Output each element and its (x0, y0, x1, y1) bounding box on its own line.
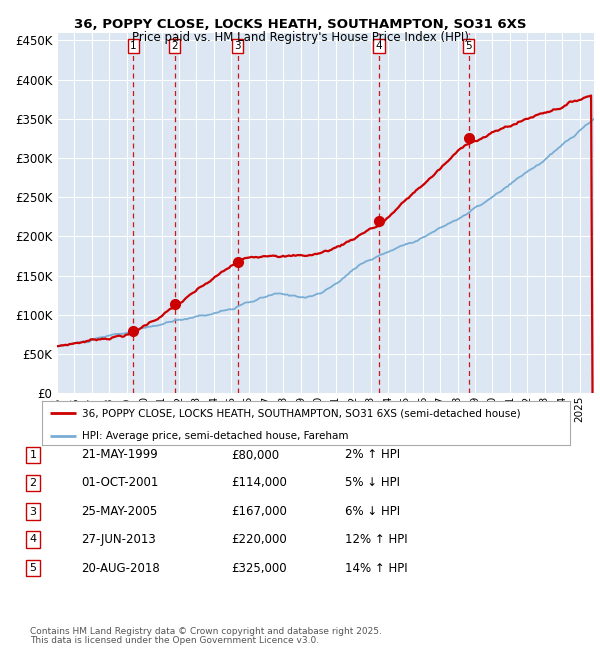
Text: 36, POPPY CLOSE, LOCKS HEATH, SOUTHAMPTON, SO31 6XS: 36, POPPY CLOSE, LOCKS HEATH, SOUTHAMPTO… (74, 18, 526, 31)
Text: 5% ↓ HPI: 5% ↓ HPI (345, 476, 400, 489)
Text: £325,000: £325,000 (231, 562, 287, 575)
Text: 2: 2 (29, 478, 37, 488)
Text: 3: 3 (29, 506, 37, 517)
Text: HPI: Average price, semi-detached house, Fareham: HPI: Average price, semi-detached house,… (82, 431, 348, 441)
Text: 4: 4 (29, 534, 37, 545)
Text: 6% ↓ HPI: 6% ↓ HPI (345, 505, 400, 518)
Text: 5: 5 (466, 41, 472, 51)
Text: 5: 5 (29, 563, 37, 573)
Text: 3: 3 (235, 41, 241, 51)
Text: 2: 2 (171, 41, 178, 51)
Text: This data is licensed under the Open Government Licence v3.0.: This data is licensed under the Open Gov… (30, 636, 319, 645)
Text: 21-MAY-1999: 21-MAY-1999 (81, 448, 158, 461)
Text: 4: 4 (376, 41, 382, 51)
Text: 36, POPPY CLOSE, LOCKS HEATH, SOUTHAMPTON, SO31 6XS (semi-detached house): 36, POPPY CLOSE, LOCKS HEATH, SOUTHAMPTO… (82, 409, 520, 419)
Text: Contains HM Land Registry data © Crown copyright and database right 2025.: Contains HM Land Registry data © Crown c… (30, 627, 382, 636)
Text: £220,000: £220,000 (231, 533, 287, 546)
Text: £114,000: £114,000 (231, 476, 287, 489)
Text: 14% ↑ HPI: 14% ↑ HPI (345, 562, 407, 575)
Text: 2% ↑ HPI: 2% ↑ HPI (345, 448, 400, 461)
Text: 27-JUN-2013: 27-JUN-2013 (81, 533, 156, 546)
Text: 20-AUG-2018: 20-AUG-2018 (81, 562, 160, 575)
Text: 12% ↑ HPI: 12% ↑ HPI (345, 533, 407, 546)
Text: 01-OCT-2001: 01-OCT-2001 (81, 476, 158, 489)
Text: 25-MAY-2005: 25-MAY-2005 (81, 505, 157, 518)
Text: £80,000: £80,000 (231, 448, 279, 461)
Text: 1: 1 (130, 41, 137, 51)
Text: Price paid vs. HM Land Registry's House Price Index (HPI): Price paid vs. HM Land Registry's House … (131, 31, 469, 44)
Text: £167,000: £167,000 (231, 505, 287, 518)
Text: 1: 1 (29, 450, 37, 460)
